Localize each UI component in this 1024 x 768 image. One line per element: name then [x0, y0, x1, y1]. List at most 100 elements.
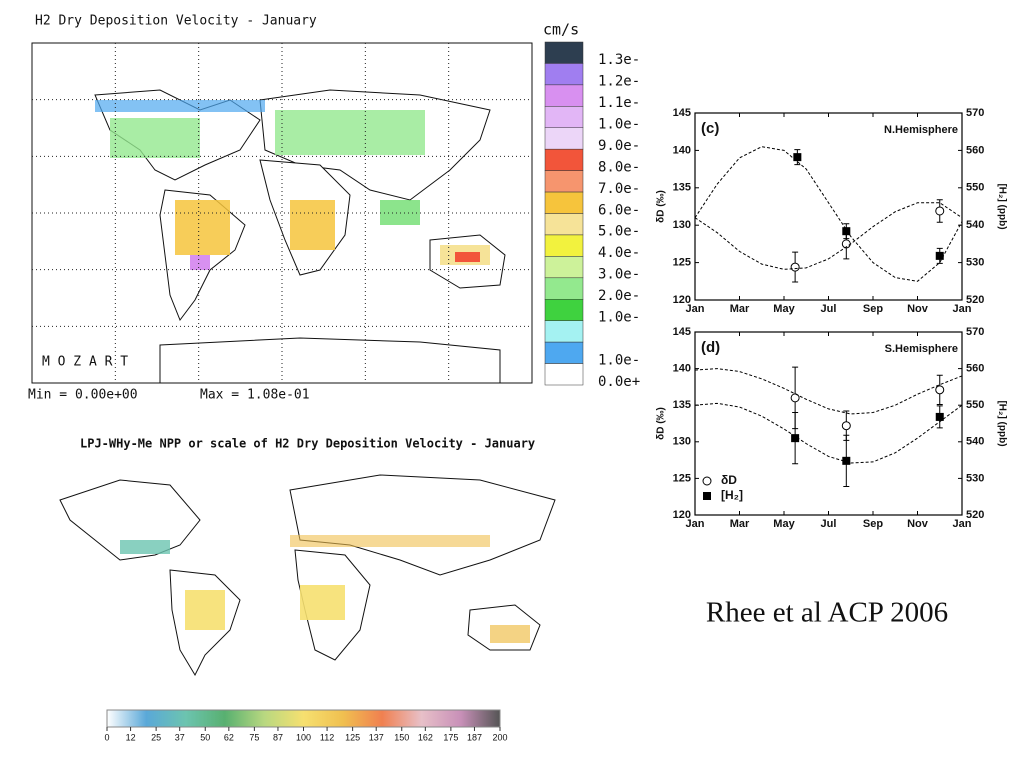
- colorbar-tick-label: 100: [296, 732, 311, 742]
- legend-swatch: [544, 320, 584, 343]
- colorbar-tick-label: 25: [151, 732, 161, 742]
- map1-land: [94, 89, 506, 384]
- colorbar-tick-label: 62: [224, 732, 234, 742]
- y-tick-label: 120: [673, 294, 691, 306]
- unit-label: cm/s: [543, 21, 579, 39]
- legend-swatch: [544, 63, 584, 86]
- map2-land: [59, 474, 556, 677]
- y-tick-label: 145: [673, 107, 691, 119]
- circle-marker: [935, 206, 945, 216]
- x-tick-label: Jul: [821, 518, 837, 530]
- colorbar-tick-label: 37: [175, 732, 185, 742]
- model-label: M O Z A R T: [42, 355, 128, 370]
- square-marker: [842, 456, 851, 465]
- x-tick-label: Nov: [907, 303, 929, 315]
- legend-label: 2.0e-0: [598, 288, 649, 304]
- y2-tick-label: 520: [966, 509, 984, 521]
- legend-swatch: [544, 191, 584, 214]
- legend-swatch: [544, 277, 584, 300]
- circle-marker: [935, 385, 945, 395]
- legend-swatch: [544, 299, 584, 321]
- legend-swatch: [544, 170, 584, 193]
- y-tick-label: 135: [673, 182, 691, 194]
- circle-marker: [841, 421, 851, 431]
- citation: Rhee et al ACP 2006: [706, 597, 948, 629]
- y-tick-label: 125: [673, 472, 691, 484]
- colorbar-tick-label: 87: [273, 732, 283, 742]
- y2-tick-label: 550: [966, 182, 984, 194]
- x-tick-label: May: [773, 303, 795, 315]
- y-tick-label: 130: [673, 219, 691, 231]
- legend-label: δD: [721, 473, 737, 487]
- map1-title: H2 Dry Deposition Velocity - January: [35, 14, 317, 29]
- x-tick-label: Jan: [953, 303, 972, 315]
- plot-frame: [694, 112, 963, 301]
- y2-axis-label: [H₂] (ppb): [996, 183, 1007, 229]
- colorbar-tick-label: 137: [369, 732, 384, 742]
- chart: Jan Mar May Jul Sep Nov Jan1201251301351401455…: [656, 107, 1008, 315]
- legend-label: 6.0e-0: [598, 202, 649, 218]
- legend-label: 0.0e+0: [598, 374, 649, 390]
- y-tick-label: 120: [673, 509, 691, 521]
- legend-label: 4.0e-0: [598, 245, 649, 261]
- legend-swatch: [544, 256, 584, 279]
- fit-curve: [694, 202, 963, 270]
- colorbar-tick-label: 150: [394, 732, 409, 742]
- x-tick-label: Mar: [730, 303, 750, 315]
- y-tick-label: 135: [673, 399, 691, 411]
- y2-tick-label: 530: [966, 257, 984, 269]
- x-tick-label: Sep: [863, 303, 883, 315]
- x-tick-label: Mar: [730, 518, 750, 530]
- x-tick-label: Sep: [863, 518, 883, 530]
- legend-swatch: [544, 363, 584, 386]
- colorbar-tick-label: 12: [126, 732, 136, 742]
- colorbar-tick-label: 0: [104, 732, 109, 742]
- legend-label: 9.0e-0: [598, 138, 649, 154]
- legend-marker: [703, 492, 711, 500]
- x-tick-label: May: [773, 518, 795, 530]
- fit-curve: [694, 402, 963, 464]
- legend-marker: [702, 476, 712, 486]
- legend-swatch: [544, 341, 584, 364]
- y2-axis-label: [H₂] (ppb): [996, 400, 1007, 446]
- colorbar-tick-label: 175: [443, 732, 458, 742]
- colorbar-tick-label: 187: [467, 732, 482, 742]
- y-tick-label: 130: [673, 436, 691, 448]
- y2-tick-label: 540: [966, 219, 984, 231]
- fit-curve: [694, 368, 963, 415]
- y-tick-label: 145: [673, 326, 691, 338]
- legend-swatch: [544, 213, 584, 236]
- legend-label: 1.0e-0: [598, 352, 649, 368]
- legend-label: 8.0e-0: [598, 159, 649, 175]
- map2-title: LPJ-WHy-Me NPP or scale of H2 Dry Deposi…: [80, 437, 535, 451]
- panel-label: (c): [701, 120, 719, 137]
- legend-label: 5.0e-0: [598, 224, 649, 240]
- square-marker: [842, 227, 851, 236]
- y-tick-label: 125: [673, 257, 691, 269]
- colorbar-tick-label: 75: [249, 732, 259, 742]
- colorbar-tick-label: 162: [418, 732, 433, 742]
- colorbar-tick-label: 200: [492, 732, 507, 742]
- min-label: Min = 0.00e+00: [28, 388, 138, 403]
- square-marker: [791, 434, 800, 443]
- colorbar: [106, 709, 501, 728]
- chart: Jan Mar May Jul Sep Nov Jan1201251301351401455…: [656, 326, 1008, 530]
- y2-tick-label: 530: [966, 472, 984, 484]
- legend-swatch: [544, 106, 584, 128]
- legend-swatch: [544, 234, 584, 257]
- legend-label: [H₂]: [721, 488, 743, 502]
- y-tick-label: 140: [673, 144, 691, 156]
- x-tick-label: Nov: [907, 518, 929, 530]
- legend-label: 1.2e-01: [598, 74, 657, 90]
- legend-swatch: [544, 127, 584, 150]
- legend-label: 1.3e-01: [598, 52, 657, 68]
- y2-tick-label: 520: [966, 294, 984, 306]
- colorbar-tick-label: 125: [345, 732, 360, 742]
- colorbar-tick-label: 50: [200, 732, 210, 742]
- square-marker: [935, 412, 944, 421]
- legend-label: 3.0e-0: [598, 267, 649, 283]
- y-axis-label: δD (‰): [656, 190, 667, 223]
- y2-tick-label: 570: [966, 326, 984, 338]
- x-tick-label: Jan: [686, 518, 705, 530]
